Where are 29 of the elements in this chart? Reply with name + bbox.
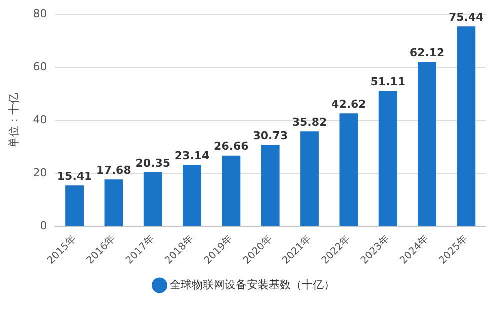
bar	[66, 186, 84, 226]
y-tick-label: 80	[33, 7, 48, 20]
bar	[418, 62, 436, 226]
bar	[300, 132, 319, 226]
data-label: 15.41	[57, 170, 92, 183]
data-label: 30.73	[253, 129, 288, 142]
data-label: 75.44	[449, 11, 484, 24]
bar	[261, 145, 280, 226]
y-tick-label: 0	[40, 219, 48, 232]
data-label: 51.11	[370, 75, 406, 88]
bar	[183, 165, 202, 226]
y-axis-title: 单位：十亿	[7, 93, 20, 148]
legend-label: 全球物联网设备安装基数（十亿）	[170, 278, 335, 292]
data-label: 23.14	[174, 150, 210, 163]
data-label: 26.66	[214, 140, 250, 154]
data-label: 20.35	[136, 156, 171, 170]
y-tick-label: 40	[33, 113, 48, 126]
y-tick-label: 20	[33, 166, 48, 180]
bar	[104, 180, 124, 226]
bar	[378, 91, 398, 226]
y-tick-label: 60	[33, 60, 48, 74]
bar	[222, 156, 241, 226]
bar	[144, 172, 162, 226]
bar	[457, 26, 476, 226]
data-label: 17.68	[96, 164, 132, 177]
data-label: 35.82	[292, 116, 328, 129]
data-label: 62.12	[410, 46, 445, 60]
bar	[340, 114, 358, 226]
data-label: 42.62	[332, 98, 366, 111]
